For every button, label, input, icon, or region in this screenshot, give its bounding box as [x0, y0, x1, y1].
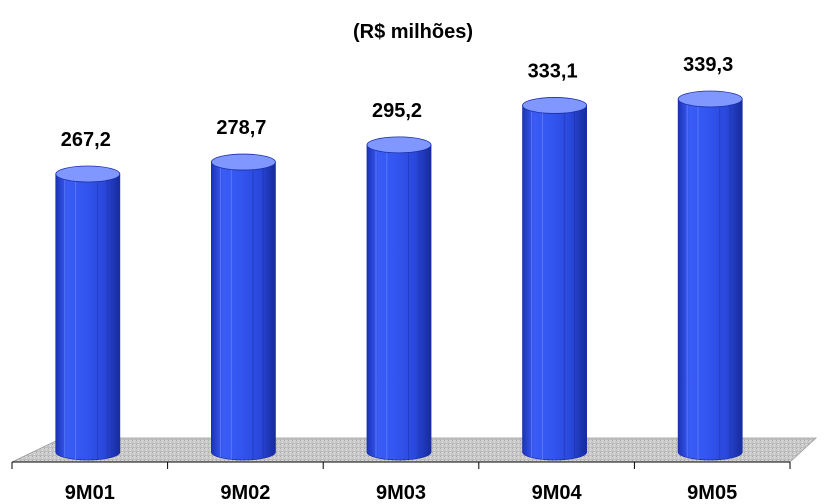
bar-top: [55, 165, 121, 183]
bar-9m02: [210, 153, 276, 461]
category-labels: 9M01 9M02 9M03 9M04 9M05: [65, 482, 737, 504]
category-label-9m05: 9M05: [687, 482, 737, 504]
bars: [55, 90, 743, 461]
category-label-9m02: 9M02: [220, 482, 270, 504]
bar-9m01: [55, 165, 121, 461]
bar-top: [366, 136, 432, 154]
bar-body: [366, 144, 432, 461]
bar-9m04: [522, 97, 587, 461]
category-label-9m04: 9M04: [532, 482, 583, 504]
category-label-9m03: 9M03: [376, 482, 426, 504]
bar-top: [522, 97, 587, 114]
bar-top: [677, 90, 743, 108]
x-axis: [11, 461, 791, 469]
value-label-9m03: 295,2: [372, 100, 422, 122]
bar-body: [677, 98, 743, 461]
bar-body: [55, 173, 121, 461]
value-label-9m04: 333,1: [528, 60, 578, 82]
chart-title: (R$ milhões): [353, 21, 473, 43]
category-label-9m01: 9M01: [65, 482, 115, 504]
value-label-9m01: 267,2: [61, 129, 111, 151]
bar-top: [210, 153, 276, 171]
bar-body: [522, 105, 587, 461]
value-label-9m02: 278,7: [216, 117, 266, 139]
bar-9m05: [677, 90, 743, 461]
value-label-9m05: 339,3: [683, 54, 733, 76]
bar-body: [211, 161, 276, 461]
value-labels: 267,2 278,7 295,2 333,1 339,3: [61, 54, 733, 151]
bar-9m03: [366, 136, 432, 461]
